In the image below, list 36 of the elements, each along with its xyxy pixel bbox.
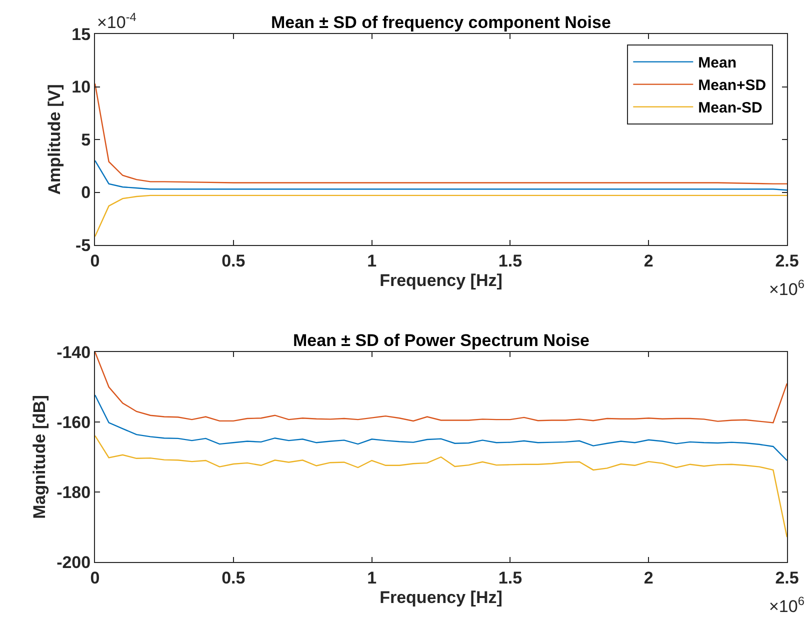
- y-tick-label: -180: [56, 482, 91, 502]
- x-tick-label: 0.5: [222, 568, 246, 588]
- chart-title: Mean ± SD of Power Spectrum Noise: [293, 331, 590, 350]
- text: ×10$^{6}$: [769, 594, 805, 616]
- x-tick-label: 2.5: [775, 251, 799, 270]
- x-tick-label: 0.5: [222, 251, 246, 270]
- y-tick-label: -5: [75, 236, 91, 255]
- x-axis-title: Frequency [Hz]: [380, 588, 502, 607]
- x-tick-label: 1: [367, 568, 377, 588]
- x-tick-label: 2: [644, 251, 654, 270]
- line-series: [95, 194, 787, 238]
- x-axis-title: Frequency [Hz]: [380, 270, 502, 290]
- y-tick-label: -140: [56, 342, 91, 362]
- x-tick-label: 2.5: [775, 568, 799, 588]
- chart-title: Mean ± SD of frequency component Noise: [271, 13, 611, 32]
- legend-label: Mean+SD: [698, 77, 766, 94]
- y-axis-title: Amplitude [V]: [45, 84, 64, 195]
- y-tick-label: 5: [81, 130, 91, 150]
- text: ×10$^{6}$: [769, 277, 805, 300]
- y-tick-label: -200: [56, 552, 91, 572]
- y-tick-label: -160: [56, 412, 91, 432]
- line-series: [95, 352, 787, 424]
- text: ×10$^{-4}$: [97, 10, 137, 32]
- x-tick-label: 1.5: [498, 568, 522, 588]
- x-tick-label: 2: [644, 568, 654, 588]
- line-series: [95, 160, 787, 191]
- y-tick-label: 10: [72, 78, 91, 97]
- y-tick-label: 0: [81, 183, 91, 202]
- line-series: [95, 435, 787, 538]
- y-tick-label: 15: [72, 24, 91, 44]
- line-series: [95, 394, 787, 462]
- x-tick-label: 1.5: [498, 251, 522, 270]
- y-axis-title: Magnitude [dB]: [30, 395, 50, 519]
- x-tick-label: 1: [367, 251, 377, 270]
- legend-label: Mean: [698, 54, 737, 72]
- legend-label: Mean-SD: [698, 100, 762, 117]
